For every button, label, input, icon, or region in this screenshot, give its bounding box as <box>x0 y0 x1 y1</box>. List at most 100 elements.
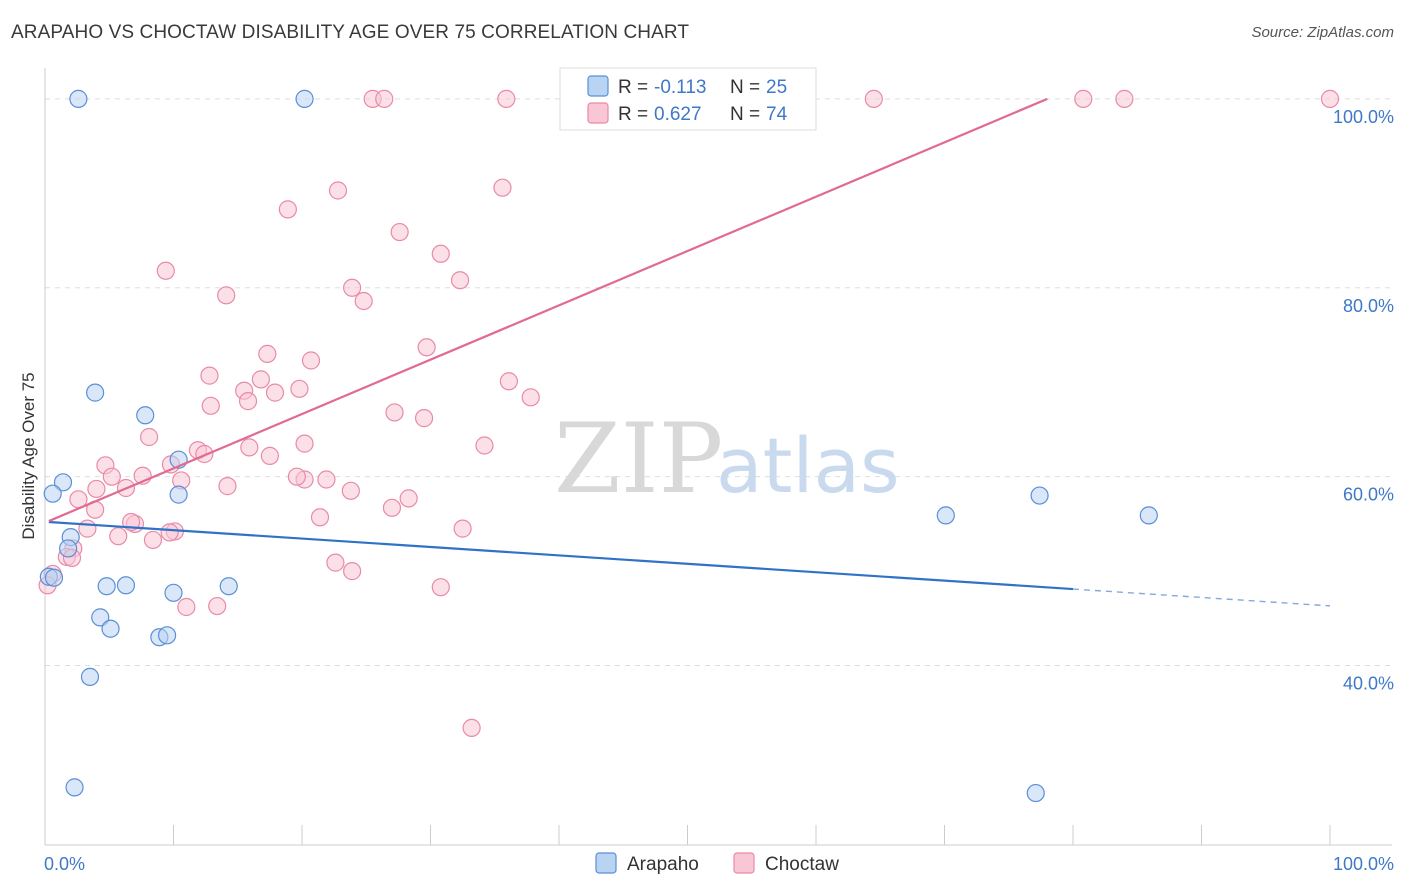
choctaw-point <box>328 181 348 200</box>
choctaw-point <box>78 519 97 538</box>
grid-lines <box>45 98 1392 667</box>
choctaw-point <box>177 597 196 617</box>
arapaho-point <box>97 577 116 596</box>
arapaho-point <box>219 577 238 596</box>
choctaw-point <box>385 403 404 422</box>
choctaw-point <box>278 200 297 219</box>
choctaw-point <box>201 396 220 415</box>
choctaw-legend-swatch <box>587 102 609 124</box>
watermark-zip: ZIP <box>554 403 723 515</box>
choctaw-point <box>497 89 516 108</box>
choctaw-point <box>354 291 373 311</box>
choctaw-point <box>453 519 472 538</box>
choctaw-point <box>317 470 336 489</box>
arapaho-r-label: R = <box>618 77 648 98</box>
arapaho-legend-swatch <box>587 75 609 97</box>
arapaho-point <box>1030 486 1049 505</box>
arapaho-series-label: Arapaho <box>627 854 699 875</box>
watermark: ZIP atlas <box>554 403 900 515</box>
choctaw-point <box>156 261 175 280</box>
choctaw-n-label: N = <box>730 104 760 125</box>
arapaho-point <box>91 608 110 627</box>
choctaw-point <box>87 479 106 499</box>
choctaw-point <box>258 344 277 363</box>
choctaw-point <box>200 366 219 385</box>
arapaho-trend-extension <box>1072 588 1331 607</box>
arapaho-point <box>65 778 84 797</box>
arapaho-r-value: -0.113 <box>654 77 706 98</box>
y-tick-labels: 40.0% 60.0% 80.0% 100.0% <box>1333 107 1394 694</box>
choctaw-point <box>143 530 163 550</box>
arapaho-point <box>59 539 78 558</box>
arapaho-point <box>69 89 88 108</box>
y-tick-label: 40.0% <box>1343 674 1394 694</box>
arapaho-point <box>53 473 73 492</box>
arapaho-trend-line <box>48 520 1074 591</box>
trend-lines <box>48 97 1331 607</box>
choctaw-series-swatch <box>733 852 755 874</box>
axes <box>44 68 1392 846</box>
choctaw-point <box>521 388 540 407</box>
choctaw-point <box>310 508 330 527</box>
choctaw-point <box>475 436 494 455</box>
choctaw-point <box>251 370 270 389</box>
choctaw-r-value: 0.627 <box>654 104 702 125</box>
choctaw-series-label: Choctaw <box>765 854 839 875</box>
arapaho-point <box>86 383 105 402</box>
arapaho-point <box>116 576 136 595</box>
arapaho-point <box>44 568 64 587</box>
choctaw-point <box>326 553 345 572</box>
choctaw-n-value: 74 <box>766 104 788 125</box>
choctaw-point <box>431 578 450 597</box>
y-tick-label: 100.0% <box>1333 107 1394 127</box>
stats-legend: R = -0.113 N = 25 R = 0.627 N = 74 <box>559 67 817 131</box>
choctaw-point <box>1320 89 1340 108</box>
arapaho-point <box>157 626 177 645</box>
arapaho-point <box>101 619 120 638</box>
arapaho-series-swatch <box>595 852 617 874</box>
choctaw-point <box>265 383 285 402</box>
choctaw-point <box>493 178 512 197</box>
choctaw-point <box>295 434 314 453</box>
choctaw-point <box>208 596 227 616</box>
data-points <box>38 89 1340 803</box>
choctaw-point <box>160 523 179 542</box>
arapaho-point <box>169 485 188 504</box>
arapaho-n-value: 25 <box>766 77 787 98</box>
choctaw-point <box>462 718 481 737</box>
choctaw-point <box>382 498 402 517</box>
choctaw-point <box>102 467 121 486</box>
source-label: Source: ZipAtlas.com <box>1251 24 1394 41</box>
y-tick-label: 60.0% <box>1343 485 1394 505</box>
choctaw-point <box>287 467 306 486</box>
choctaw-point <box>450 271 470 290</box>
choctaw-point <box>341 481 360 500</box>
choctaw-point <box>399 489 418 508</box>
x-tick-labels: 0.0% 100.0% <box>44 854 1394 874</box>
choctaw-point <box>290 379 309 398</box>
arapaho-point <box>1026 783 1045 803</box>
choctaw-point <box>217 286 236 305</box>
chart-title: ARAPAHO VS CHOCTAW DISABILITY AGE OVER 7… <box>11 22 690 43</box>
choctaw-point <box>260 446 279 465</box>
arapaho-point <box>1139 506 1158 525</box>
arapaho-point <box>80 667 100 686</box>
choctaw-point <box>390 222 409 242</box>
arapaho-point <box>164 583 183 602</box>
arapaho-point <box>936 506 955 525</box>
choctaw-point <box>238 392 258 411</box>
choctaw-point <box>301 351 321 370</box>
choctaw-point <box>499 372 518 391</box>
choctaw-point <box>864 89 883 108</box>
choctaw-point <box>375 89 394 108</box>
arapaho-point <box>295 89 314 108</box>
x-tick-label: 0.0% <box>44 854 85 874</box>
choctaw-point <box>431 244 450 263</box>
series-legend: Arapaho Choctaw <box>595 852 839 875</box>
choctaw-point <box>1074 89 1093 108</box>
choctaw-point <box>417 338 436 357</box>
choctaw-point <box>343 278 362 297</box>
choctaw-point <box>343 562 362 581</box>
watermark-atlas: atlas <box>716 421 900 510</box>
